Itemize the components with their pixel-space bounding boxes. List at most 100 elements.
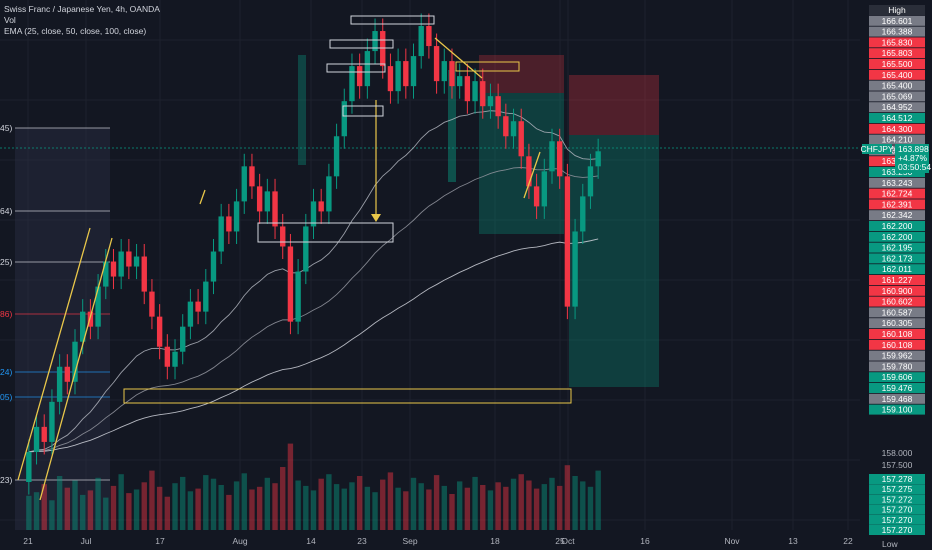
symbol-badge-label: CHFJPY: [860, 144, 893, 154]
candle-body: [226, 216, 232, 232]
price-axis[interactable]: High166.601166.388165.830165.803165.5001…: [862, 0, 932, 550]
candle-body: [303, 226, 309, 272]
fib-label: 25): [0, 257, 12, 267]
price-label: 159.476: [882, 383, 913, 393]
time-tick-label: 17: [155, 536, 165, 546]
volume-bar: [72, 480, 78, 530]
candle-body: [456, 76, 463, 87]
price-label-bg: [869, 113, 925, 123]
white-box: [329, 39, 394, 49]
time-tick-label: Jul: [81, 536, 92, 546]
candle-body: [187, 301, 194, 327]
candle-body: [26, 451, 32, 482]
price-label-bg: [869, 494, 925, 505]
price-label-bg: [869, 242, 925, 253]
candle-body: [87, 311, 94, 327]
target-zone-2: [569, 135, 659, 387]
ema-100-line: [28, 238, 599, 453]
candle-body: [349, 66, 355, 102]
price-label: 162.011: [882, 264, 912, 274]
volume-bar: [318, 478, 324, 530]
volume-bar: [364, 486, 371, 530]
volume-bar: [156, 486, 163, 530]
candle-body: [564, 176, 571, 307]
price-label: 165.803: [882, 48, 913, 58]
candle-body: [310, 201, 317, 227]
candle-body: [510, 121, 517, 137]
time-tick-label: Nov: [724, 536, 740, 546]
price-label: 160.108: [882, 329, 913, 339]
volume-bar: [580, 481, 586, 530]
time-tick-label: 16: [640, 536, 650, 546]
price-label: 160.108: [882, 340, 913, 350]
volume-bar: [449, 494, 455, 530]
volume-bar: [472, 476, 478, 530]
price-label: 160.900: [882, 286, 913, 296]
price-label-bg: [869, 91, 925, 102]
price-label-bg: [869, 199, 925, 210]
candle-body: [218, 216, 224, 252]
price-label-bg: [869, 275, 925, 285]
price-label-bg: [869, 15, 925, 26]
projection-arrow-head: [371, 214, 381, 222]
candle-body: [126, 251, 132, 267]
price-label-bg: [869, 80, 925, 91]
candle-body: [295, 271, 301, 322]
volume-bar: [503, 486, 509, 530]
candle-body: [164, 346, 171, 367]
ema-25-line: [28, 110, 599, 453]
volume-bar: [126, 493, 132, 530]
candle-body: [372, 31, 378, 52]
candle-body: [156, 316, 163, 347]
vol-indicator-label[interactable]: Vol: [4, 15, 16, 25]
price-label: 160.602: [882, 297, 913, 307]
price-label-bg: [869, 253, 925, 264]
volume-bar: [218, 485, 224, 530]
price-label: 162.391: [882, 199, 913, 209]
candle-body: [72, 341, 78, 382]
fib-label: 23): [0, 475, 12, 485]
volume-bar: [341, 488, 347, 530]
volume-bar: [441, 485, 447, 530]
candle-body: [203, 281, 209, 312]
price-badge-bg: [895, 144, 929, 173]
price-label: 163.243: [882, 178, 913, 188]
price-label-bg: [869, 372, 925, 383]
price-label-bg: [869, 123, 925, 134]
candle-body: [64, 366, 71, 382]
price-label: 159.606: [882, 372, 913, 382]
price-label-bg: [869, 474, 925, 484]
chart-legend[interactable]: Swiss Franc / Japanese Yen, 4h, OANDA Vo…: [4, 4, 160, 37]
price-label-bg: [869, 318, 925, 329]
candle-body: [549, 141, 555, 172]
candle-body: [480, 81, 486, 107]
price-label: 159.780: [882, 361, 913, 371]
price-label: 157.278: [882, 474, 913, 484]
volume-bar: [164, 496, 171, 530]
volume-bar: [33, 492, 40, 530]
candle-body: [410, 56, 417, 87]
volume-bar: [210, 478, 217, 530]
price-label-bg: [869, 285, 925, 296]
time-tick-label: 23: [357, 536, 367, 546]
volume-bar: [433, 475, 440, 530]
trendline: [199, 189, 206, 205]
price-label-bg: [869, 37, 925, 48]
price-label-bg: [869, 339, 925, 350]
trendline: [17, 227, 91, 481]
symbol-line[interactable]: Swiss Franc / Japanese Yen, 4h, OANDA: [4, 4, 160, 14]
price-label: 161.227: [882, 275, 913, 285]
price-label-bg: [869, 188, 925, 199]
volume-bar: [372, 492, 378, 530]
volume-bar: [526, 480, 532, 530]
volume-bar: [410, 477, 417, 530]
candle-body: [426, 26, 432, 47]
price-label-bg: [869, 5, 925, 15]
candle-body: [533, 186, 540, 207]
ema-indicator-label[interactable]: EMA (25, close, 50, close, 100, close): [4, 26, 147, 36]
trendline: [39, 237, 113, 501]
candles: [26, 13, 601, 495]
candle-body: [449, 61, 455, 87]
